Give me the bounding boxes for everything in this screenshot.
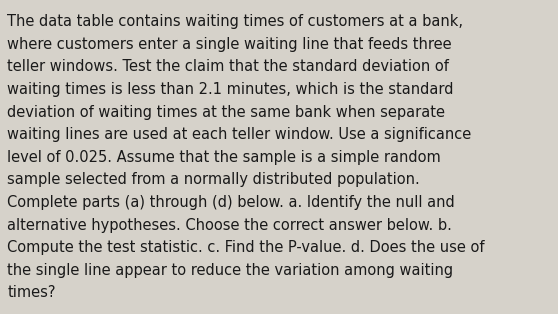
Text: waiting lines are used at each teller window. Use a significance: waiting lines are used at each teller wi… [7, 127, 472, 142]
Text: where customers enter a single waiting line that feeds three: where customers enter a single waiting l… [7, 37, 452, 52]
Text: Complete parts (a) through (d) below. a. Identify the null and: Complete parts (a) through (d) below. a.… [7, 195, 455, 210]
Text: The data table contains waiting times of customers at a​ bank,: The data table contains waiting times of… [7, 14, 463, 29]
Text: Compute the test statistic. c. Find the P-value. d. Does the use of: Compute the test statistic. c. Find the … [7, 240, 485, 255]
Text: sample selected from a normally distributed population.: sample selected from a normally distribu… [7, 172, 420, 187]
Text: teller windows. Test the claim that the standard deviation of: teller windows. Test the claim that the … [7, 59, 449, 74]
Text: alternative hypotheses. Choose the correct answer below. b.: alternative hypotheses. Choose the corre… [7, 218, 452, 233]
Text: the single line appear to reduce the variation among waiting: the single line appear to reduce the var… [7, 263, 454, 278]
Text: deviation of waiting times at the same bank when separate: deviation of waiting times at the same b… [7, 105, 445, 120]
Text: waiting times is less than 2.1 minutes, which is the standard: waiting times is less than 2.1 minutes, … [7, 82, 454, 97]
Text: times?: times? [7, 285, 56, 300]
Text: level of 0.025. Assume that the sample is a simple random: level of 0.025. Assume that the sample i… [7, 150, 441, 165]
